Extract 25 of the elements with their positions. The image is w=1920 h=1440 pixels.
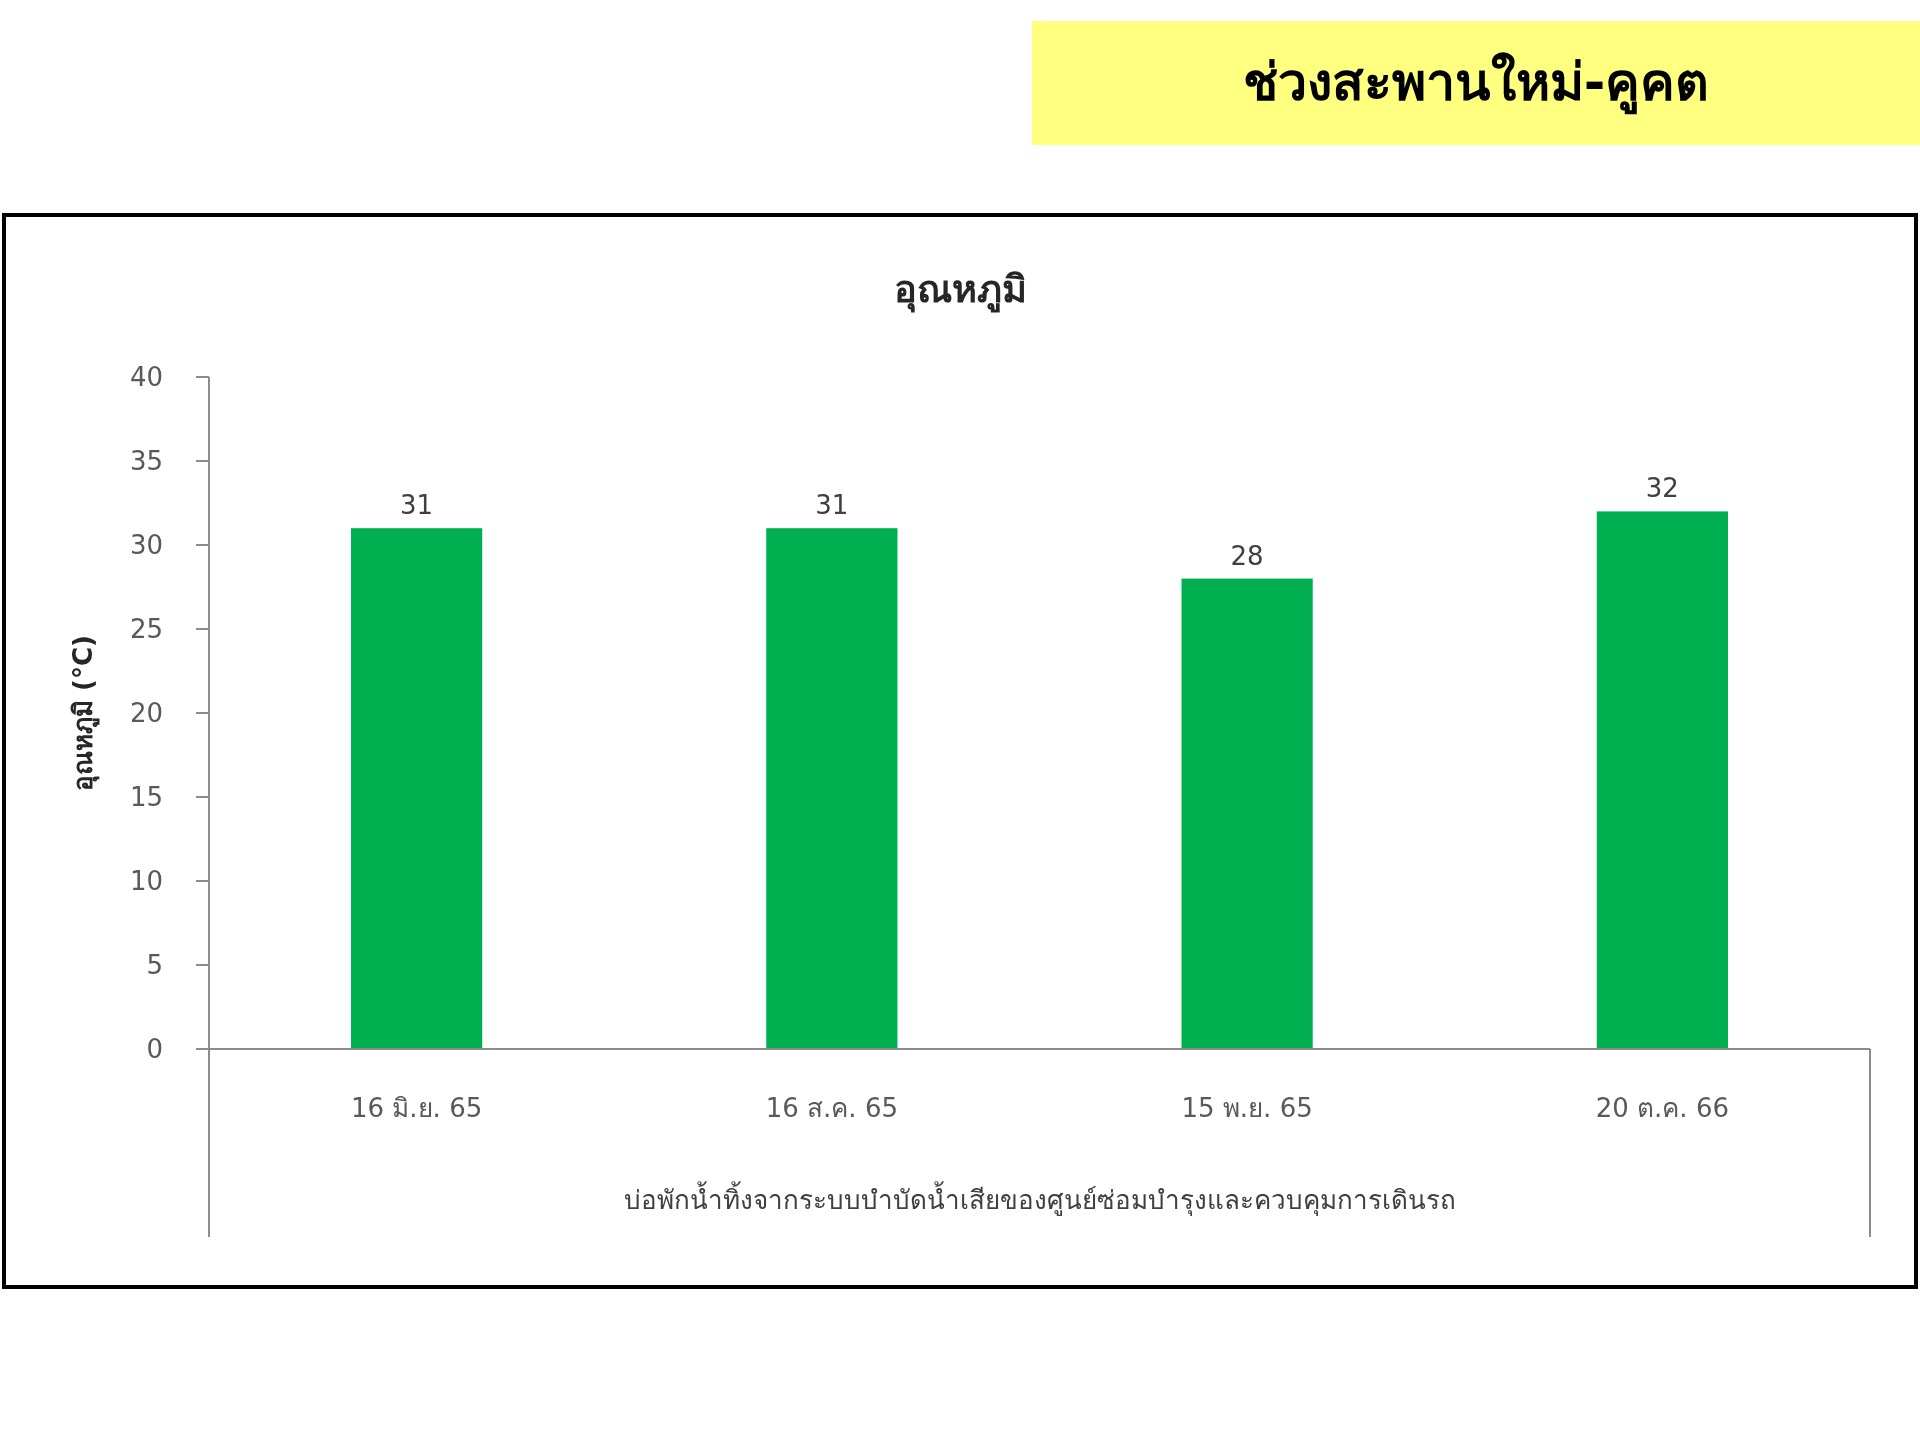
y-tick-label: 25 bbox=[129, 614, 163, 645]
data-label: 32 bbox=[1645, 473, 1679, 504]
y-tick-label: 5 bbox=[146, 950, 163, 981]
x-tick-label: 20 ต.ค. 66 bbox=[1595, 1093, 1729, 1123]
data-label: 31 bbox=[815, 490, 849, 521]
x-axis-title: บ่อพักน้ำทิ้งจากระบบบำบัดน้ำเสียของศูนย์ซ่อมบำรุงและควบคุมการเดินรถ bbox=[623, 1181, 1456, 1216]
chart-subtitle: อุณหภูมิ bbox=[893, 267, 1027, 313]
y-tick-label: 15 bbox=[129, 782, 163, 813]
bar bbox=[351, 528, 483, 1049]
bar bbox=[766, 528, 898, 1049]
x-tick-label: 15 พ.ย. 65 bbox=[1181, 1093, 1313, 1123]
x-tick-label: 16 มิ.ย. 65 bbox=[351, 1093, 483, 1123]
y-tick-label: 30 bbox=[129, 530, 163, 561]
bar bbox=[1596, 511, 1728, 1049]
y-tick-label: 0 bbox=[146, 1034, 163, 1065]
y-tick-label: 40 bbox=[129, 362, 163, 393]
y-tick-label: 20 bbox=[129, 698, 163, 729]
x-tick-label: 16 ส.ค. 65 bbox=[765, 1093, 898, 1123]
bar bbox=[1181, 578, 1313, 1049]
data-label: 28 bbox=[1230, 540, 1264, 571]
data-label: 31 bbox=[400, 490, 434, 521]
y-tick-label: 35 bbox=[129, 446, 163, 477]
y-tick-label: 10 bbox=[129, 866, 163, 897]
chart-title: ช่วงสะพานใหม่-คูคต bbox=[1242, 52, 1710, 115]
y-axis-title: อุณหภูมิ (°C) bbox=[68, 635, 100, 791]
